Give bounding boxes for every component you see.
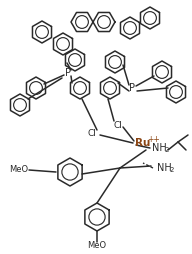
Text: P: P [129, 83, 135, 93]
Text: NH: NH [157, 163, 172, 173]
Text: Ru: Ru [135, 138, 150, 148]
Text: NH: NH [152, 143, 167, 153]
Text: 2: 2 [170, 167, 174, 173]
Text: MeO: MeO [87, 241, 107, 249]
Text: ++: ++ [147, 135, 160, 144]
Text: Cl: Cl [88, 129, 96, 137]
Text: P: P [65, 68, 71, 78]
Text: Cl: Cl [113, 120, 122, 130]
Text: MeO: MeO [9, 166, 28, 174]
Text: 2: 2 [165, 147, 169, 153]
